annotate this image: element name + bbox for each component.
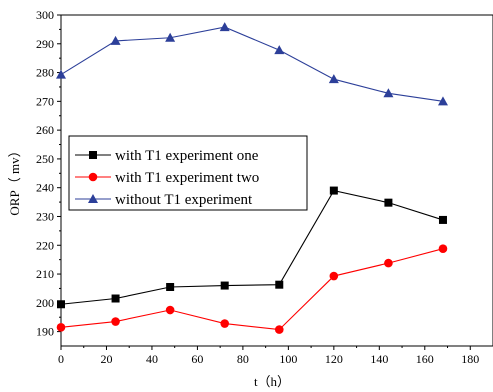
y-tick-label: 190	[36, 325, 54, 339]
data-point	[220, 319, 230, 328]
x-axis: 0 20 40 60 80 100 120 140 160 180	[58, 346, 479, 366]
x-tick-label: 0	[58, 352, 64, 366]
data-point	[384, 198, 393, 207]
legend-marker	[88, 194, 98, 203]
x-tick-label: 180	[461, 352, 479, 366]
x-axis-title: t（h）	[254, 374, 290, 389]
x-tick-label: 100	[279, 352, 297, 366]
y-tick-label: 250	[36, 152, 54, 166]
legend-label: with T1 experiment two	[115, 170, 259, 186]
series-1	[57, 186, 447, 309]
data-point	[57, 300, 65, 309]
data-point	[56, 69, 66, 79]
data-point	[111, 317, 120, 326]
data-point	[274, 45, 285, 55]
series-layer	[56, 22, 448, 334]
data-point	[219, 22, 230, 32]
series-line	[60, 189, 444, 305]
data-point	[166, 282, 175, 291]
x-tick-label: 140	[370, 352, 388, 366]
legend-label: with T1 experiment one	[115, 148, 259, 164]
x-tick-label: 160	[416, 352, 434, 366]
data-point	[111, 294, 120, 303]
data-point	[275, 280, 284, 289]
data-point	[438, 244, 448, 254]
data-point	[384, 258, 393, 268]
x-tick-label: 20	[100, 352, 112, 366]
series-line	[60, 248, 444, 331]
data-point	[110, 35, 121, 45]
y-tick-label: 200	[36, 296, 54, 310]
y-tick-label: 300	[36, 8, 54, 22]
data-point	[383, 88, 394, 98]
data-point	[329, 186, 338, 195]
y-tick-label: 220	[36, 238, 54, 252]
legend-label: without T1 experiment	[115, 192, 253, 208]
data-point	[165, 305, 175, 315]
y-tick-label: 230	[36, 209, 54, 223]
x-tick-label: 40	[146, 352, 158, 366]
data-point	[328, 74, 339, 84]
y-axis: 190 200 210 220 230 240 250 260 270 280 290 300	[36, 8, 61, 339]
legend-box	[68, 135, 308, 211]
y-tick-label: 280	[36, 66, 54, 80]
series-line	[60, 26, 444, 102]
y-tick-label: 210	[36, 267, 54, 281]
data-point	[438, 215, 447, 224]
x-tick-label: 80	[237, 352, 249, 366]
y-tick-label: 260	[36, 123, 54, 137]
data-point	[165, 32, 176, 42]
y-tick-label: 240	[36, 181, 54, 195]
y-tick-label: 290	[36, 37, 54, 51]
series-2	[56, 244, 448, 334]
data-point	[274, 325, 284, 334]
x-tick-label: 60	[191, 352, 203, 366]
data-point	[437, 96, 448, 106]
series-3	[56, 22, 448, 106]
y-axis-title: ORP（ mv）	[7, 144, 22, 215]
data-point	[56, 322, 66, 332]
legend-marker	[88, 172, 98, 182]
y-tick-label: 270	[36, 94, 54, 108]
data-point	[329, 271, 339, 281]
legend: with T1 experiment one with T1 experiment…	[68, 135, 308, 211]
data-point	[220, 281, 229, 290]
x-tick-label: 120	[325, 352, 343, 366]
legend-marker	[89, 151, 97, 159]
plot-frame	[60, 14, 493, 347]
